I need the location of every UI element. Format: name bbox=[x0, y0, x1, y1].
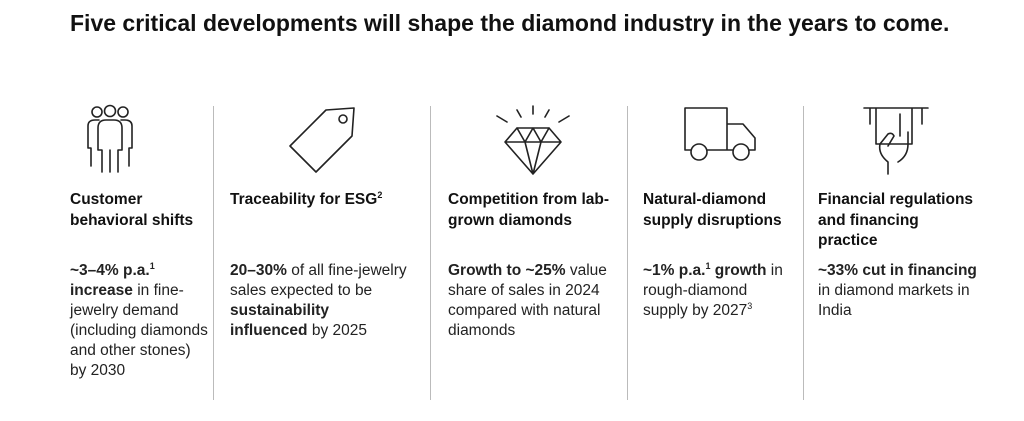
diamond-icon bbox=[496, 105, 570, 175]
text-run: growth bbox=[710, 262, 767, 279]
column-body: ~3–4% p.a.1 increase in fine-jewelry dem… bbox=[70, 261, 208, 381]
column: Competition from lab-grown diamonds Grow… bbox=[448, 104, 618, 339]
column-body: ~33% cut in financing in diamond markets… bbox=[818, 261, 978, 321]
text-run: ~33% cut in financing bbox=[818, 262, 977, 279]
column-heading: Competition from lab-grown diamonds bbox=[448, 190, 618, 231]
column: Natural-diamond supply disruptions ~1% p… bbox=[643, 104, 795, 319]
divider bbox=[430, 106, 431, 400]
text-run: in diamond markets in India bbox=[818, 282, 970, 319]
column: Financial regulations and financing prac… bbox=[818, 104, 978, 319]
column-body: Growth to ~25% value share of sales in 2… bbox=[448, 261, 618, 341]
text-run: ~3–4% p.a. bbox=[70, 262, 150, 279]
text-run: by 2025 bbox=[307, 322, 367, 339]
truck-icon bbox=[684, 107, 756, 161]
divider bbox=[627, 106, 628, 400]
column-heading: Natural-diamond supply disruptions bbox=[643, 190, 795, 231]
column: Customer behavioral shifts ~3–4% p.a.1 i… bbox=[70, 104, 208, 379]
text-run: in rough-diamond supply by 2027 bbox=[643, 262, 783, 319]
atm-card-icon bbox=[863, 107, 929, 175]
column-body: 20–30% of all fine-jewelry sales expecte… bbox=[230, 261, 410, 341]
text-run: increase bbox=[70, 282, 133, 299]
column-heading: Customer behavioral shifts bbox=[70, 190, 208, 231]
text-run: Competition from lab-grown diamonds bbox=[448, 191, 610, 229]
tag-icon bbox=[289, 107, 355, 173]
text-run: Customer behavioral shifts bbox=[70, 191, 194, 229]
text-run: Traceability for ESG bbox=[230, 191, 378, 208]
text-run: Growth to ~25% bbox=[448, 262, 566, 279]
text-run: of all fine-jewelry sales expected to be bbox=[230, 262, 407, 299]
text-run: ~1% p.a. bbox=[643, 262, 706, 279]
text-run: value share of sales in 2024 compared wi… bbox=[448, 262, 607, 339]
divider bbox=[213, 106, 214, 400]
footnote-mark: 1 bbox=[705, 260, 711, 271]
column: Traceability for ESG2 20–30% of all fine… bbox=[230, 104, 410, 339]
text-run: sustainability influenced bbox=[230, 302, 330, 339]
text-run: Financial regulations and financing prac… bbox=[818, 191, 974, 249]
text-run: in fine-jewelry demand (including diamon… bbox=[70, 282, 208, 379]
text-run: 20–30% bbox=[230, 262, 287, 279]
column-heading: Financial regulations and financing prac… bbox=[818, 190, 978, 252]
footnote-mark: 3 bbox=[747, 300, 753, 311]
text-run: Natural-diamond supply disruptions bbox=[643, 191, 782, 229]
footnote-mark: 1 bbox=[149, 260, 155, 271]
title: Five critical developments will shape th… bbox=[70, 10, 950, 36]
divider bbox=[803, 106, 804, 400]
footnote-mark: 2 bbox=[377, 189, 383, 200]
column-heading: Traceability for ESG2 bbox=[230, 190, 410, 211]
people-icon bbox=[87, 104, 133, 173]
column-body: ~1% p.a.1 growth in rough-diamond supply… bbox=[643, 261, 795, 321]
